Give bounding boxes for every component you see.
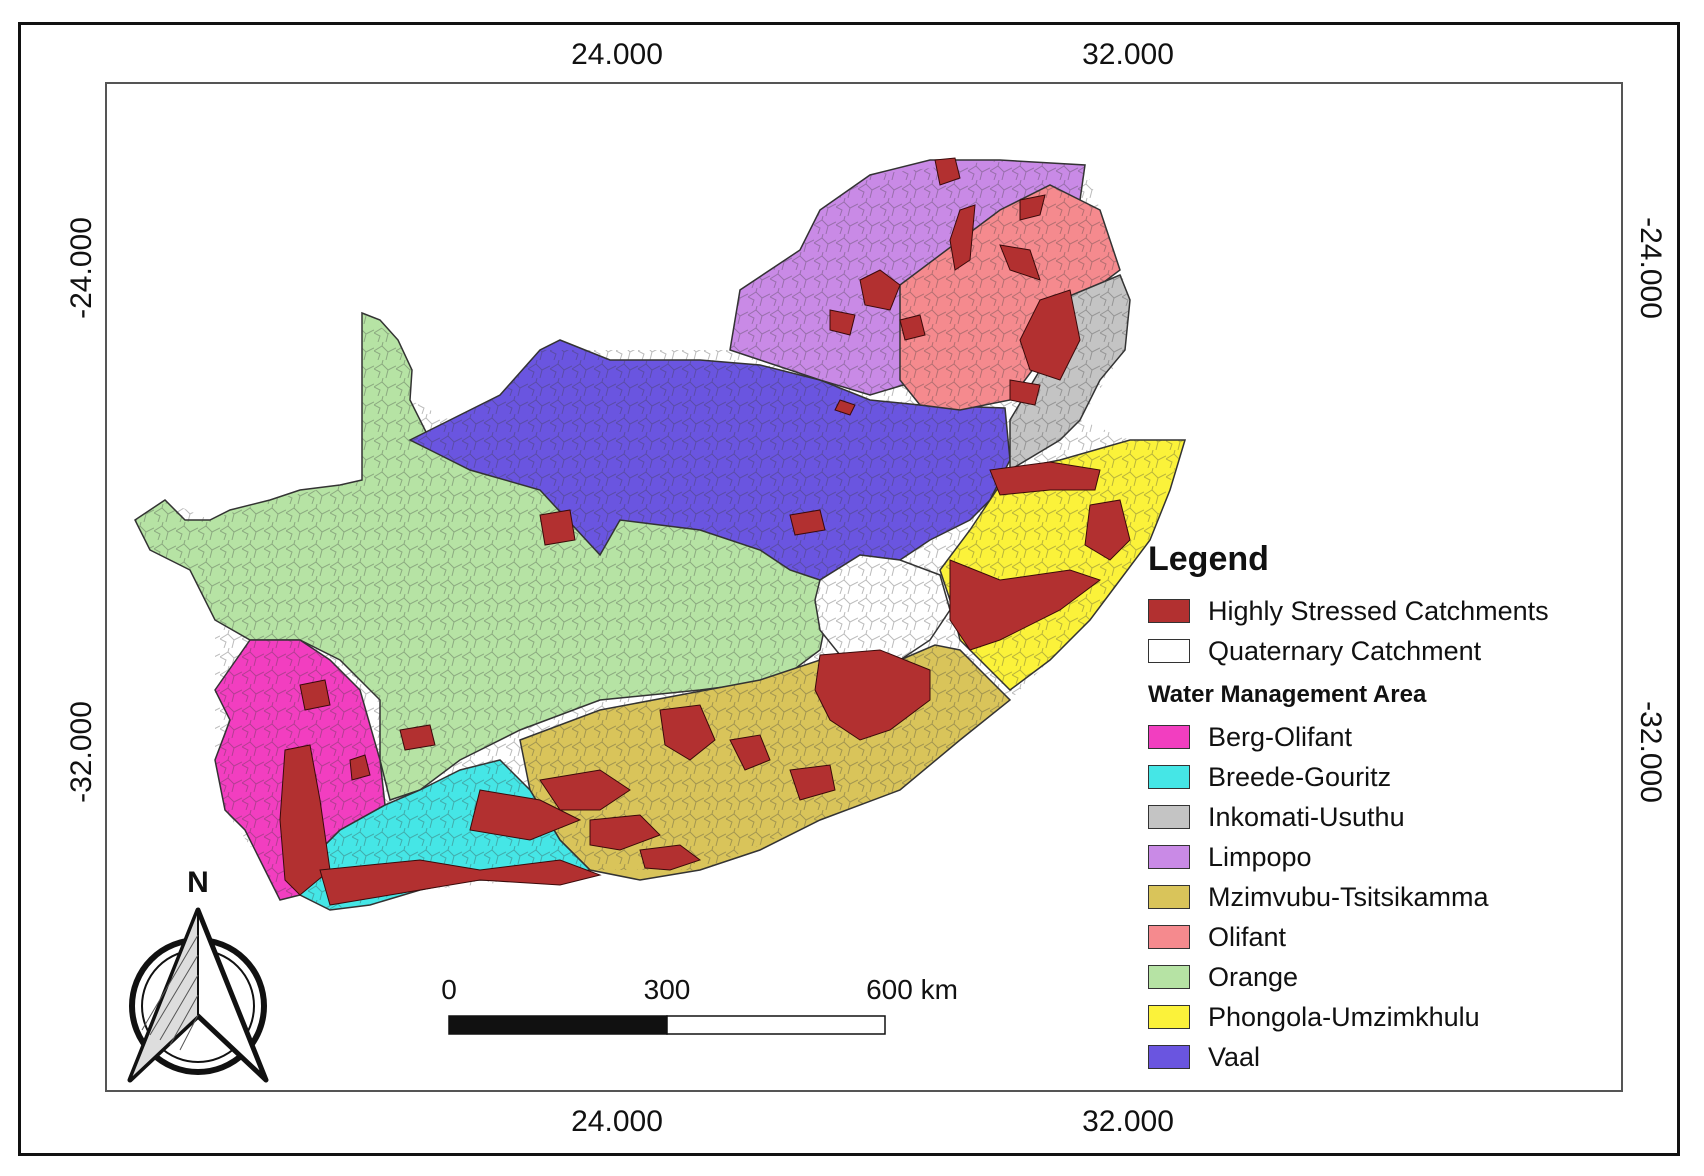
legend-top-row: Quaternary Catchment	[1148, 631, 1608, 671]
legend-label: Quaternary Catchment	[1208, 635, 1482, 666]
legend-label: Inkomati-Usuthu	[1208, 801, 1405, 832]
bottom-tick-2: 32.000	[1082, 1105, 1174, 1138]
legend-swatch	[1148, 639, 1190, 663]
legend-swatch	[1148, 845, 1190, 869]
legend-label: Limpopo	[1208, 841, 1312, 872]
north-label: N	[187, 866, 209, 899]
top-tick-2: 32.000	[1082, 38, 1174, 71]
legend-subtitle: Water Management Area	[1148, 681, 1427, 708]
legend-label: Phongola-Umzimkhulu	[1208, 1001, 1480, 1032]
legend-wma-row: Mzimvubu-Tsitsikamma	[1148, 877, 1608, 917]
legend-label: Vaal	[1208, 1041, 1261, 1072]
legend-swatch	[1148, 925, 1190, 949]
scale-label-600: 600 km	[866, 974, 958, 1005]
legend-wma-row: Vaal	[1148, 1037, 1608, 1077]
scale-bar-white-segment	[666, 1015, 886, 1035]
map-frame-inner	[105, 82, 1623, 1092]
legend-label: Olifant	[1208, 921, 1287, 952]
legend-swatch	[1148, 805, 1190, 829]
legend-wma-row: Olifant	[1148, 917, 1608, 957]
scale-label-300: 300	[643, 974, 691, 1005]
legend-swatch	[1148, 965, 1190, 989]
legend-swatch	[1148, 1045, 1190, 1069]
north-arrow-icon	[127, 907, 269, 1083]
legend-label: Breede-Gouritz	[1208, 761, 1392, 792]
legend-label: Orange	[1208, 961, 1299, 992]
legend-label: Mzimvubu-Tsitsikamma	[1208, 881, 1489, 912]
legend-wma-row: Limpopo	[1148, 837, 1608, 877]
legend-swatch	[1148, 725, 1190, 749]
scale-bar-black-segment	[448, 1015, 668, 1035]
stressed-catchments	[279, 157, 1131, 906]
legend-swatch	[1148, 765, 1190, 789]
legend: Legend Highly Stressed Catchments Quatern…	[1148, 540, 1608, 1077]
bottom-tick-1: 24.000	[571, 1105, 663, 1138]
legend-swatch	[1148, 599, 1190, 623]
scale-bar	[448, 1015, 886, 1035]
legend-label: Berg-Olifant	[1208, 721, 1353, 752]
legend-top-row: Highly Stressed Catchments	[1148, 591, 1608, 631]
scale-label-0: 0	[441, 974, 457, 1005]
top-tick-1: 24.000	[571, 38, 663, 71]
legend-swatch	[1148, 885, 1190, 909]
legend-wma-row: Inkomati-Usuthu	[1148, 797, 1608, 837]
legend-swatch	[1148, 1005, 1190, 1029]
legend-wma-row: Breede-Gouritz	[1148, 757, 1608, 797]
legend-wma-row: Berg-Olifant	[1148, 717, 1608, 757]
legend-title: Legend	[1148, 540, 1269, 578]
legend-wma-row: Orange	[1148, 957, 1608, 997]
legend-label: Highly Stressed Catchments	[1208, 595, 1549, 626]
catchment-texture	[135, 160, 1185, 910]
legend-wma-row: Phongola-Umzimkhulu	[1148, 997, 1608, 1037]
